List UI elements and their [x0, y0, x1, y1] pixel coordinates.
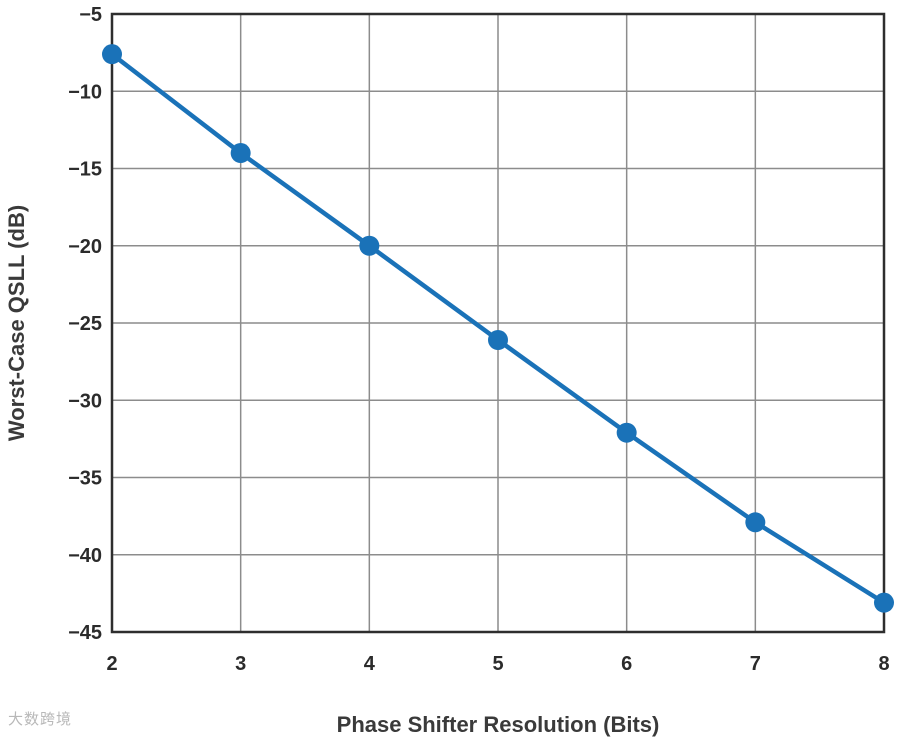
y-tick-label: −10: [68, 81, 102, 103]
x-tick-label: 6: [621, 653, 632, 675]
y-tick-label: −5: [79, 4, 102, 26]
data-point: [359, 235, 380, 256]
x-axis-title: Phase Shifter Resolution (Bits): [337, 712, 660, 737]
x-tick-label: 3: [235, 653, 246, 675]
x-tick-label: 2: [106, 653, 117, 675]
y-tick-label: −45: [68, 622, 102, 644]
y-tick-label: −40: [68, 545, 102, 567]
x-axis-ticks: 2 3 4 5 6 7 8: [106, 653, 889, 675]
y-axis-ticks: −5 −10 −15 −20 −25 −30 −35 −40 −45: [68, 4, 102, 644]
data-point: [230, 143, 251, 164]
y-tick-label: −20: [68, 236, 102, 258]
x-tick-label: 8: [878, 653, 889, 675]
plot-frame: [110, 12, 886, 634]
x-tick-label: 7: [750, 653, 761, 675]
data-point: [745, 512, 766, 533]
data-series: [102, 44, 894, 613]
x-tick-label: 5: [492, 653, 503, 675]
data-point: [488, 329, 508, 350]
grid-lines: [112, 14, 884, 632]
y-tick-label: −25: [68, 313, 102, 335]
watermark: 大数跨境: [8, 710, 73, 728]
y-tick-label: −15: [68, 159, 102, 181]
data-point: [874, 592, 894, 613]
y-axis-title: Worst-Case QSLL (dB): [4, 205, 29, 441]
x-tick-label: 4: [364, 653, 376, 675]
data-point: [616, 422, 637, 443]
data-point: [102, 44, 122, 65]
y-tick-label: −30: [68, 390, 102, 412]
y-tick-label: −35: [68, 468, 102, 490]
